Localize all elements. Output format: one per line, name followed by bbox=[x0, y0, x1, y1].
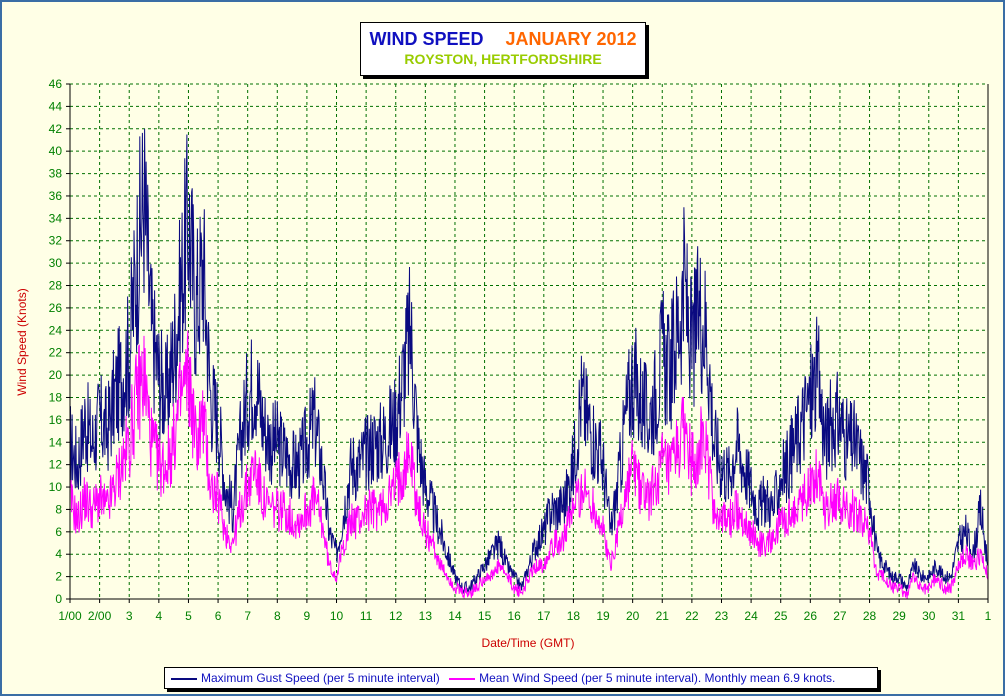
y-tick-label: 22 bbox=[49, 346, 63, 360]
y-tick-label: 4 bbox=[55, 547, 62, 561]
y-tick-label: 42 bbox=[49, 122, 63, 136]
chart-subtitle: ROYSTON, HERTFORDSHIRE bbox=[404, 51, 602, 67]
x-tick-label: 15 bbox=[478, 609, 492, 623]
y-tick-label: 14 bbox=[49, 435, 63, 449]
chart-title-month: JANUARY 2012 bbox=[505, 29, 637, 49]
x-tick-label: 8 bbox=[274, 609, 281, 623]
y-tick-label: 16 bbox=[49, 413, 63, 427]
x-tick-label: 13 bbox=[419, 609, 433, 623]
x-tick-label: 23 bbox=[715, 609, 729, 623]
x-tick-labels: 1/00 2/00 3 4 5 6 7 8 9 10 11 12 13 14 15 16 17 18 19 20 21 2… bbox=[58, 609, 991, 623]
x-tick-label: 6 bbox=[215, 609, 222, 623]
x-tick-label: 31 bbox=[952, 609, 966, 623]
series-line-gust bbox=[69, 128, 989, 595]
legend-swatch-gust bbox=[171, 677, 197, 680]
legend-label-mean: Mean Wind Speed (per 5 minute interval).… bbox=[479, 671, 836, 685]
chart-title-box: WIND SPEED JANUARY 2012 ROYSTON, HERTFORD… bbox=[360, 22, 646, 76]
x-tick-label: 2/00 bbox=[88, 609, 112, 623]
x-tick-label: 25 bbox=[774, 609, 788, 623]
y-axis-label: Wind Speed (Knots) bbox=[15, 288, 29, 395]
y-tick-label: 26 bbox=[49, 301, 63, 315]
y-tick-label: 30 bbox=[49, 256, 63, 270]
y-tick-label: 18 bbox=[49, 390, 63, 404]
x-tick-label: 21 bbox=[656, 609, 670, 623]
x-tick-label: 12 bbox=[389, 609, 403, 623]
y-tick-label: 0 bbox=[55, 592, 62, 606]
y-tick-label: 46 bbox=[49, 77, 63, 91]
y-tick-label: 32 bbox=[49, 234, 63, 248]
legend-swatch-mean bbox=[449, 677, 476, 680]
x-tick-label: 26 bbox=[804, 609, 818, 623]
y-tick-label: 38 bbox=[49, 167, 63, 181]
series-line-mean bbox=[69, 330, 989, 600]
grid bbox=[70, 83, 988, 599]
x-tick-label: 9 bbox=[304, 609, 311, 623]
x-tick-label: 1 bbox=[985, 609, 992, 623]
y-tick-label: 44 bbox=[49, 99, 63, 113]
x-tick-label: 11 bbox=[360, 609, 373, 623]
x-tick-label: 7 bbox=[244, 609, 251, 623]
x-tick-label: 30 bbox=[922, 609, 936, 623]
x-tick-label: 16 bbox=[508, 609, 522, 623]
x-tick-label: 4 bbox=[155, 609, 162, 623]
x-tick-label: 17 bbox=[537, 609, 551, 623]
x-axis-label: Date/Time (GMT) bbox=[482, 636, 575, 650]
legend-item-gust: Maximum Gust Speed (per 5 minute interva… bbox=[165, 668, 440, 688]
plot-area bbox=[70, 84, 988, 599]
chart-title: WIND SPEED bbox=[369, 29, 484, 49]
y-tick-label: 2 bbox=[55, 570, 62, 584]
x-tick-label: 22 bbox=[685, 609, 699, 623]
legend-item-mean: Mean Wind Speed (per 5 minute interval).… bbox=[443, 668, 835, 688]
x-tick-label: 27 bbox=[833, 609, 847, 623]
x-tick-label: 5 bbox=[185, 609, 192, 623]
x-tick-label: 29 bbox=[892, 609, 906, 623]
y-tick-label: 34 bbox=[49, 211, 63, 225]
x-tick-label: 18 bbox=[567, 609, 581, 623]
legend: Maximum Gust Speed (per 5 minute interva… bbox=[164, 667, 878, 689]
y-tick-label: 24 bbox=[49, 323, 63, 337]
y-tick-label: 8 bbox=[55, 502, 62, 516]
x-tick-label: 10 bbox=[330, 609, 344, 623]
x-tick-label: 19 bbox=[596, 609, 610, 623]
y-tick-label: 10 bbox=[49, 480, 63, 494]
legend-label-gust: Maximum Gust Speed (per 5 minute interva… bbox=[201, 671, 440, 685]
y-tick-label: 36 bbox=[49, 189, 63, 203]
mean-series bbox=[69, 330, 989, 600]
x-tick-label: 24 bbox=[744, 609, 758, 623]
x-tick-label: 3 bbox=[126, 609, 133, 623]
axes bbox=[66, 83, 989, 603]
y-tick-label: 6 bbox=[55, 525, 62, 539]
y-tick-labels: 0246810121416182022242628303234363840424… bbox=[49, 77, 63, 606]
x-tick-label: 1/00 bbox=[58, 609, 82, 623]
y-tick-label: 12 bbox=[49, 458, 63, 472]
x-tick-label: 20 bbox=[626, 609, 640, 623]
y-tick-label: 28 bbox=[49, 279, 63, 293]
x-tick-label: 28 bbox=[863, 609, 877, 623]
y-tick-label: 20 bbox=[49, 368, 63, 382]
y-tick-label: 40 bbox=[49, 144, 63, 158]
gust-series bbox=[69, 128, 989, 595]
x-tick-label: 14 bbox=[448, 609, 462, 623]
